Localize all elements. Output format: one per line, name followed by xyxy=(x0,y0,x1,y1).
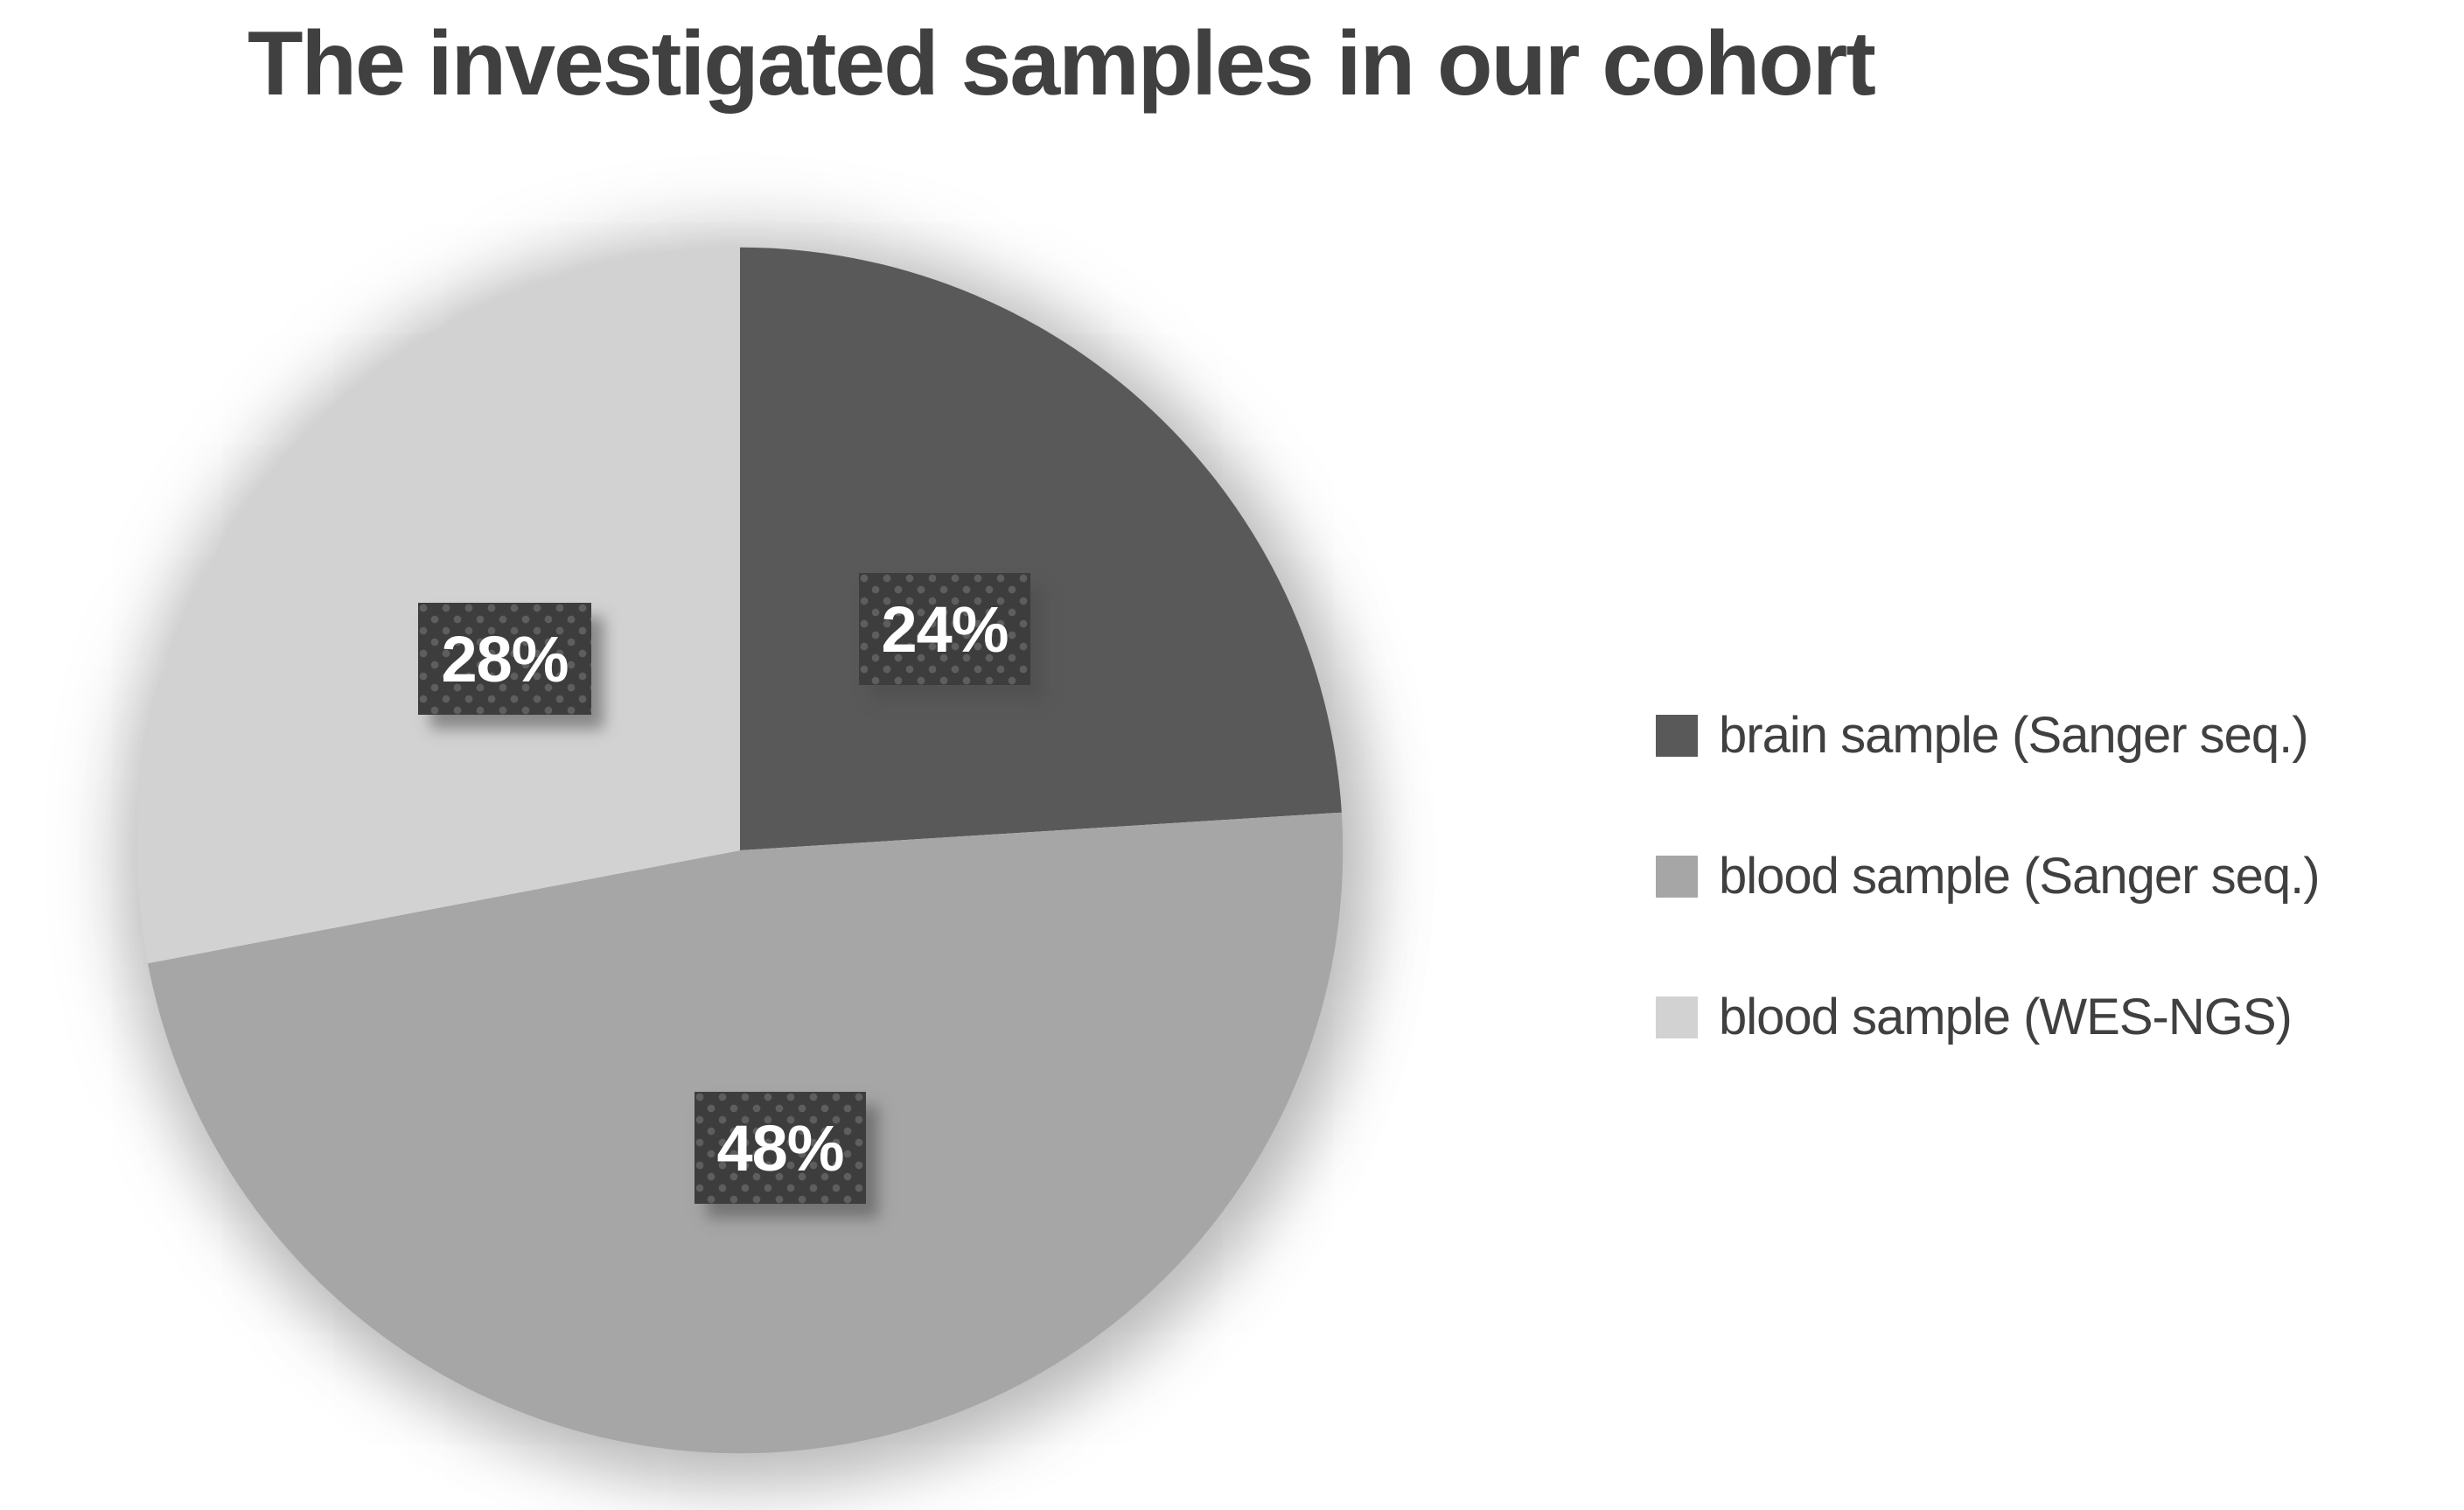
pie-svg xyxy=(136,247,1344,1454)
legend-item-brain-sample: brain sample (Sanger seq.) xyxy=(1656,706,2320,765)
legend-label: brain sample (Sanger seq.) xyxy=(1719,707,2309,764)
percent-label-brain-sample: 24% xyxy=(859,573,1030,685)
legend-label: blood sample (WES-NGS) xyxy=(1719,989,2293,1045)
legend-swatch-icon xyxy=(1656,855,1698,898)
legend-swatch-icon xyxy=(1656,996,1698,1038)
percent-label-blood-sample-wes: 28% xyxy=(418,603,591,715)
legend-item-blood-sample-sanger: blood sample (Sanger seq.) xyxy=(1656,847,2321,905)
pie-slice-0 xyxy=(740,247,1342,850)
legend-label: blood sample (Sanger seq.) xyxy=(1719,848,2321,905)
percent-label-blood-sample-sanger: 48% xyxy=(695,1092,866,1204)
pie-chart xyxy=(135,245,1345,1456)
legend-swatch-icon xyxy=(1656,714,1698,757)
legend: brain sample (Sanger seq.) blood sample … xyxy=(1656,706,2321,1129)
chart-title: The investigated samples in our cohort xyxy=(248,13,1876,115)
legend-item-blood-sample-wes: blood sample (WES-NGS) xyxy=(1656,988,2320,1046)
